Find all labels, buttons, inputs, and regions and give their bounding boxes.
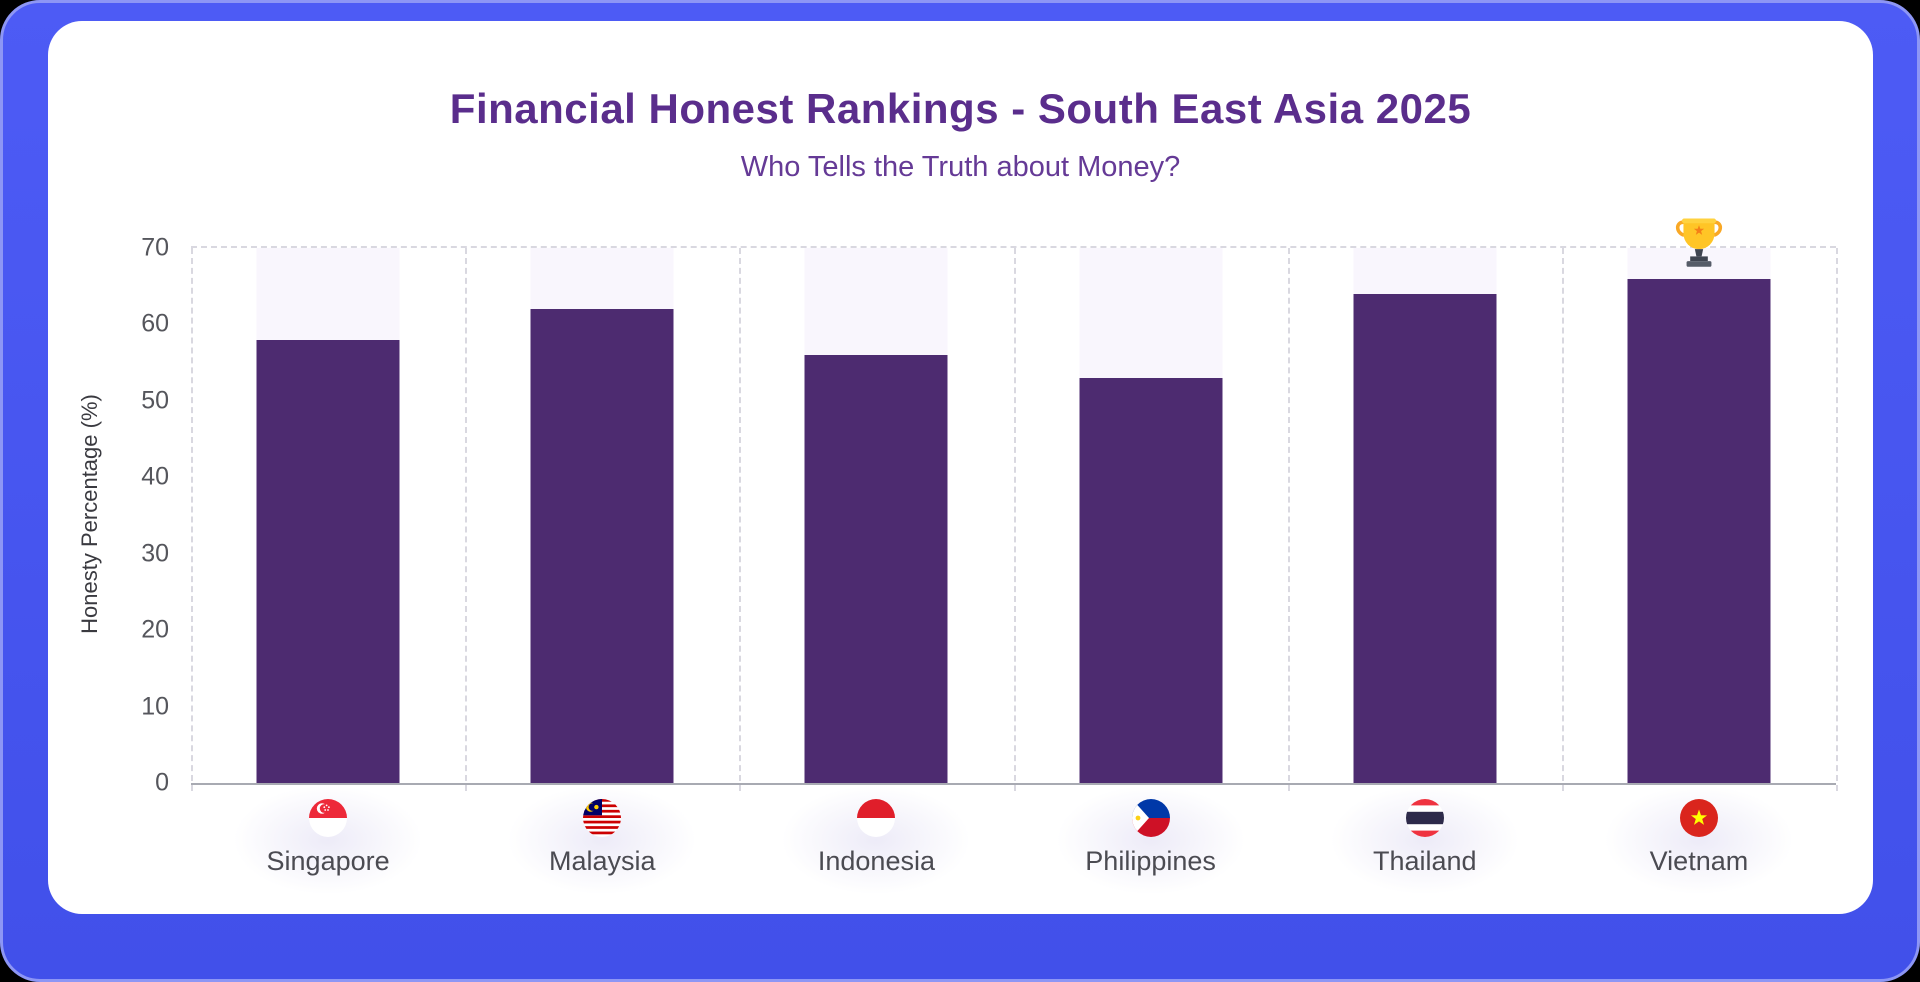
- x-label-philippines: Philippines: [1014, 783, 1288, 903]
- y-tick-label: 30: [141, 539, 169, 568]
- flag-indonesia-icon: [857, 799, 896, 837]
- country-label: Thailand: [1372, 846, 1477, 876]
- category-separator-gridline: [465, 248, 468, 791]
- flag-thailand-icon: [1405, 799, 1444, 837]
- y-tick-label: 50: [141, 386, 169, 415]
- bar-thailand[interactable]: [1353, 293, 1497, 783]
- category-separator-gridline: [191, 248, 193, 791]
- category-separator-gridline: [1013, 248, 1016, 791]
- bar-group-indonesia: [739, 248, 1013, 783]
- flag-philippines-icon: [1131, 799, 1170, 837]
- bar-group-singapore: [191, 248, 465, 783]
- x-label-vietnam: Vietnam: [1562, 783, 1836, 903]
- country-label: Singapore: [266, 846, 390, 876]
- flag-malaysia-icon: [583, 799, 622, 837]
- bar-indonesia[interactable]: [804, 355, 948, 783]
- chart-title: Financial Honest Rankings - South East A…: [449, 85, 1472, 132]
- x-label-thailand: Thailand: [1288, 783, 1562, 903]
- y-axis-ticks: 0 10 20 30 40 50 60 70: [99, 235, 169, 795]
- y-tick-label: 20: [141, 615, 169, 644]
- country-label: Indonesia: [817, 846, 935, 876]
- category-separator-gridline: [1287, 248, 1290, 791]
- x-label-malaysia: Malaysia: [465, 783, 739, 903]
- flag-singapore-icon: [309, 799, 348, 837]
- x-label-singapore: Singapore: [191, 783, 465, 903]
- country-label: Philippines: [1085, 846, 1216, 876]
- country-label: Vietnam: [1649, 846, 1749, 876]
- flag-vietnam-icon: [1679, 799, 1718, 837]
- chart-subtitle: Who Tells the Truth about Money?: [740, 151, 1181, 183]
- x-label-indonesia: Indonesia: [739, 783, 1013, 903]
- category-separator-gridline: [739, 248, 742, 791]
- bar-group-malaysia: [465, 248, 739, 783]
- plot-area: 0 10 20 30 40 50 60 70: [141, 218, 1838, 795]
- y-tick-label: 60: [141, 309, 169, 338]
- bar-philippines[interactable]: [1079, 377, 1223, 783]
- y-tick-label: 0: [155, 768, 169, 797]
- x-axis-line: [191, 783, 1836, 785]
- bar-group-thailand: [1288, 248, 1562, 783]
- bar-group-vietnam: [1562, 218, 1836, 783]
- country-label: Malaysia: [548, 846, 656, 876]
- y-tick-label: 10: [141, 692, 169, 721]
- bar-singapore[interactable]: [256, 339, 400, 783]
- x-axis-labels: Singapore: [191, 783, 1836, 903]
- category-separator-gridline: [1561, 248, 1564, 791]
- y-tick-label: 70: [141, 233, 169, 262]
- trophy-icon: [1675, 218, 1722, 267]
- bar-group-philippines: [1014, 248, 1288, 783]
- y-tick-label: 40: [141, 462, 169, 491]
- chart-card: Financial Honest Rankings - South East A…: [48, 21, 1873, 914]
- bar-vietnam[interactable]: [1627, 278, 1771, 783]
- category-separator-gridline: [1836, 248, 1838, 791]
- bar-malaysia[interactable]: [530, 309, 674, 783]
